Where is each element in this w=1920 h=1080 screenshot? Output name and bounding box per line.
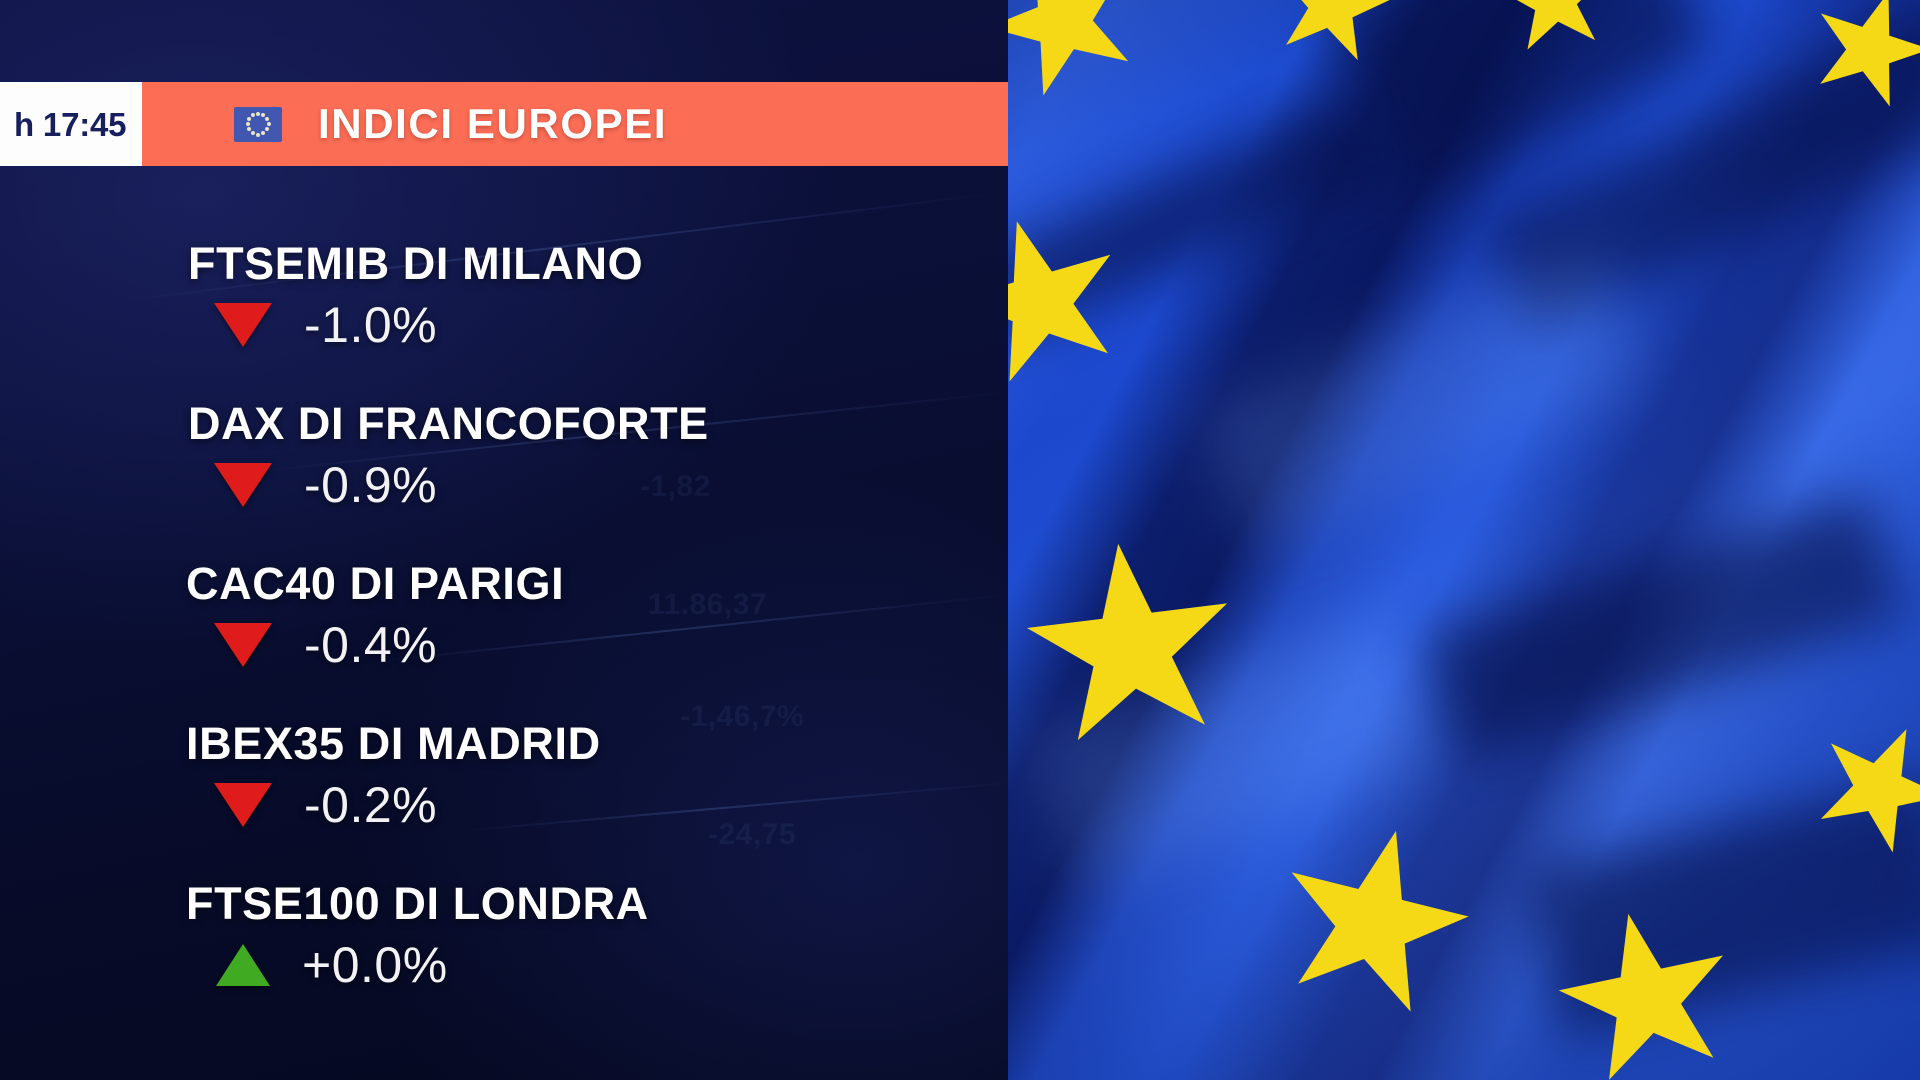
- index-value-row: -0.4%: [214, 620, 437, 670]
- time-box: h 17:45: [0, 82, 142, 166]
- arrow-down-icon: [214, 463, 272, 507]
- eu-icon-star: [245, 122, 250, 126]
- indices-panel: -1,82 11.86,37 -1,46,7% -24,75 h 17:45 INDI…: [0, 0, 1008, 1080]
- arrow-down-icon: [214, 303, 272, 347]
- eu-icon-star: [246, 116, 251, 121]
- arrow-down-icon: [214, 623, 272, 667]
- eu-icon-star: [256, 132, 260, 137]
- index-name: FTSE100 DI LONDRA: [186, 878, 649, 929]
- index-change-value: -0.2%: [304, 777, 438, 833]
- index-change-value: -1.0%: [304, 297, 438, 353]
- eu-icon-star: [261, 131, 266, 136]
- page-title: INDICI EUROPEI: [318, 100, 668, 147]
- eu-flag-photo: [1008, 0, 1920, 1080]
- time-label: h 17:45: [14, 105, 127, 143]
- eu-icon-star: [250, 112, 255, 117]
- index-change-value: +0.0%: [302, 937, 448, 993]
- index-value-row: -0.2%: [214, 780, 437, 830]
- index-row: CAC40 DI PARIGI -0.4%: [0, 558, 1008, 718]
- ghost-number: -24,75: [708, 818, 797, 851]
- index-row: FTSE100 DI LONDRA +0.0%: [0, 878, 1008, 1038]
- arrow-up-icon: [216, 944, 270, 986]
- index-value-row: +0.0%: [216, 940, 448, 990]
- index-change-value: -0.9%: [304, 457, 438, 513]
- eu-icon-star: [265, 116, 270, 121]
- index-value-row: -1.0%: [214, 300, 437, 350]
- index-row: FTSEMIB DI MILANO -1.0%: [0, 238, 1008, 398]
- eu-icon-star: [265, 127, 270, 132]
- eu-flag-icon: [234, 106, 282, 142]
- index-value-row: -0.9%: [214, 460, 437, 510]
- ghost-number: -1,82: [640, 470, 711, 503]
- header-band: h 17:45 INDICI EUROPEI: [0, 82, 1008, 166]
- index-row: DAX DI FRANCOFORTE -0.9%: [0, 398, 1008, 558]
- eu-icon-star: [256, 111, 260, 116]
- ghost-number: -1,46,7%: [680, 700, 805, 733]
- index-row: IBEX35 DI MADRID -0.2%: [0, 718, 1008, 878]
- index-name: DAX DI FRANCOFORTE: [188, 398, 709, 449]
- arrow-down-icon: [214, 783, 272, 827]
- index-list: FTSEMIB DI MILANO -1.0% DAX DI FRANCOFORTE…: [0, 238, 1008, 1038]
- eu-icon-star: [246, 127, 251, 132]
- title-box: INDICI EUROPEI: [142, 82, 1008, 166]
- index-name: FTSEMIB DI MILANO: [188, 238, 644, 289]
- index-change-value: -0.4%: [304, 617, 438, 673]
- eu-icon-star: [266, 122, 271, 126]
- eu-icon-star: [250, 131, 255, 136]
- ghost-number: 11.86,37: [648, 588, 768, 621]
- index-name: IBEX35 DI MADRID: [186, 718, 601, 769]
- eu-icon-star: [261, 112, 266, 117]
- index-name: CAC40 DI PARIGI: [186, 558, 565, 609]
